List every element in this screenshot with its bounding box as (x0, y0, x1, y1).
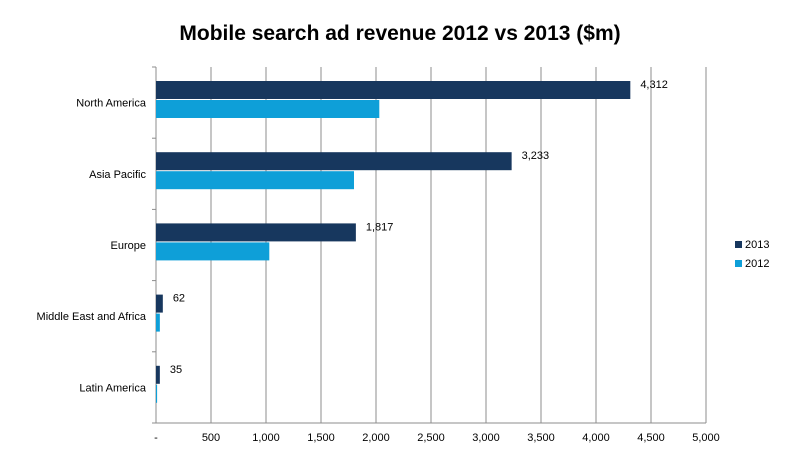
legend-label-2013: 2013 (745, 238, 770, 251)
x-tick-label: 2,000 (362, 432, 390, 444)
x-tick-label: 1,500 (307, 432, 335, 444)
chart-title: Mobile search ad revenue 2012 vs 2013 ($… (179, 22, 621, 45)
x-tick-label: 4,500 (637, 432, 665, 444)
bar-2013 (156, 294, 163, 313)
x-tick-label: 2,500 (417, 432, 445, 444)
x-tick-label: 3,000 (472, 432, 500, 444)
x-tick-label: 4,000 (582, 432, 610, 444)
category-label: Middle East and Africa (37, 311, 147, 323)
category-label: Asia Pacific (89, 169, 146, 181)
bar-2013 (156, 152, 512, 171)
data-label-2013: 4,312 (640, 79, 668, 91)
data-label-2013: 1,817 (366, 221, 394, 233)
bar-2013 (156, 365, 160, 384)
data-label-2013: 3,233 (522, 150, 550, 162)
bar-2013 (156, 223, 356, 242)
legend-item-2013: 2013 (735, 235, 769, 254)
legend-swatch-2013 (735, 241, 742, 248)
category-label: North America (76, 98, 147, 110)
x-tick-label: 3,500 (527, 432, 555, 444)
x-tick-label: 5,000 (692, 432, 720, 444)
category-label: Latin America (79, 382, 147, 394)
bar-2012 (156, 313, 160, 332)
x-tick-label: 500 (202, 432, 220, 444)
data-label-2013: 62 (173, 293, 185, 305)
legend-item-2012: 2012 (735, 254, 769, 273)
bar-2012 (156, 242, 270, 261)
legend: 2013 2012 (735, 235, 769, 273)
bar-2012 (156, 384, 158, 403)
legend-label-2012: 2012 (745, 257, 770, 270)
bar-2012 (156, 100, 380, 118)
data-label-2013: 35 (170, 364, 182, 376)
bar-2013 (156, 81, 631, 99)
x-tick-label: - (154, 432, 158, 444)
bar-2012 (156, 171, 354, 190)
category-label: Europe (111, 240, 146, 252)
legend-swatch-2012 (735, 260, 742, 267)
x-tick-label: 1,000 (252, 432, 280, 444)
